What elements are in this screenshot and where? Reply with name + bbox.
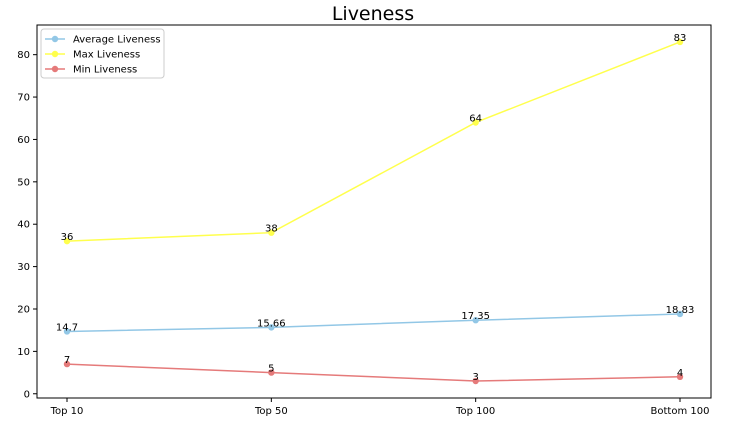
data-labels: 14.7 15.66 17.35 18.83 36 38 64 83 7 5 3 4 xyxy=(56,33,694,383)
y-tick-label: 0 xyxy=(24,389,30,400)
x-tick-label: Top 100 xyxy=(455,406,495,417)
legend: Average Liveness Max Liveness Min Liveness xyxy=(40,28,165,79)
series-lines xyxy=(63,38,684,385)
y-tick-label: 30 xyxy=(17,262,30,273)
data-label: 83 xyxy=(674,33,687,44)
data-label: 18.83 xyxy=(666,305,695,316)
legend-label: Average Liveness xyxy=(73,35,161,46)
data-label: 3 xyxy=(472,372,478,383)
y-tick-label: 10 xyxy=(17,347,30,358)
y-tick-label: 60 xyxy=(17,135,30,146)
x-tick-label: Top 50 xyxy=(254,406,288,417)
data-label: 5 xyxy=(268,364,274,375)
y-tick-label: 50 xyxy=(17,177,30,188)
data-label: 17.35 xyxy=(461,311,490,322)
data-label: 7 xyxy=(64,355,70,366)
data-point xyxy=(676,38,684,46)
data-label: 14.7 xyxy=(56,322,78,333)
legend-marker xyxy=(51,50,59,58)
axis-ticks: 0 10 20 30 40 50 60 70 80 Top 10 Top 50 Top 100 Bott… xyxy=(17,50,709,417)
data-point xyxy=(63,360,71,368)
data-label: 38 xyxy=(265,224,278,235)
data-point xyxy=(268,324,275,331)
series-line xyxy=(66,313,681,333)
x-tick-label: Bottom 100 xyxy=(651,406,710,417)
series-line xyxy=(66,41,681,242)
legend-box xyxy=(40,28,165,79)
data-point xyxy=(472,317,479,324)
series-line xyxy=(66,363,681,382)
data-point xyxy=(63,328,71,335)
data-point xyxy=(676,310,684,318)
data-label: 36 xyxy=(61,232,74,243)
data-point xyxy=(268,369,275,376)
legend-marker xyxy=(51,65,59,73)
data-point xyxy=(63,237,71,245)
data-point xyxy=(676,373,684,381)
plot-frame xyxy=(36,24,712,399)
data-point xyxy=(472,377,479,385)
y-tick-label: 40 xyxy=(17,220,30,231)
data-label: 15.66 xyxy=(257,318,286,329)
data-point xyxy=(472,119,479,126)
y-tick-label: 70 xyxy=(17,93,30,104)
data-point xyxy=(268,229,275,236)
data-label: 64 xyxy=(469,113,482,124)
y-tick-label: 20 xyxy=(17,304,30,315)
data-label: 4 xyxy=(677,368,683,379)
y-tick-label: 80 xyxy=(17,50,30,61)
legend-label: Min Liveness xyxy=(73,65,137,76)
chart-title: Liveness xyxy=(332,3,414,25)
x-tick-label: Top 10 xyxy=(50,406,84,417)
legend-label: Max Liveness xyxy=(73,50,140,61)
legend-marker xyxy=(51,35,59,43)
